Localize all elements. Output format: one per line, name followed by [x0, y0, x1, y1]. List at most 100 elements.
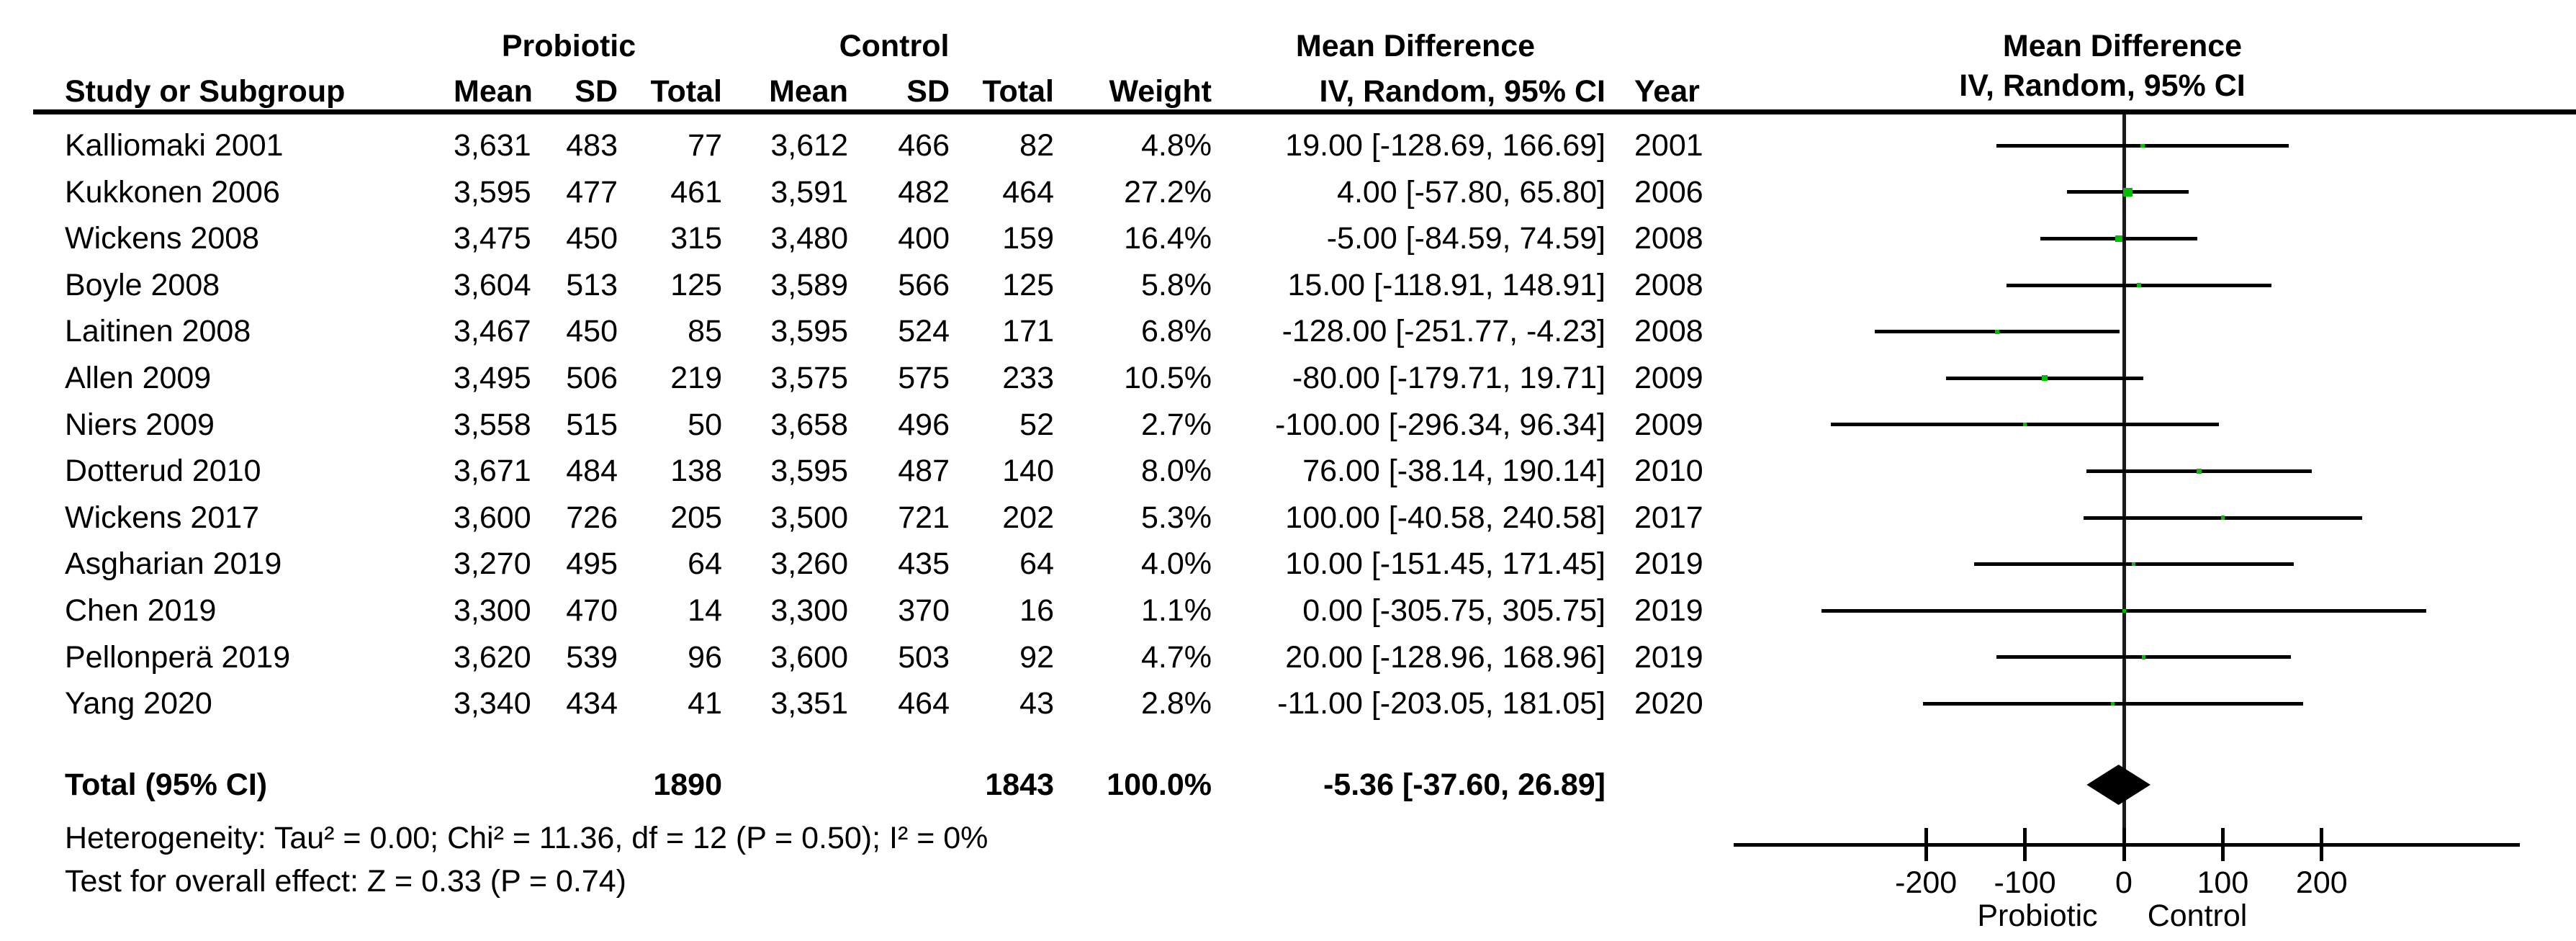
effect-marker: [2023, 423, 2027, 427]
total-probiotic-n: 1890: [653, 767, 722, 802]
cell-study: Chen 2019: [65, 593, 217, 628]
plot-header-ci: IV, Random, 95% CI: [1959, 68, 2246, 103]
summary-diamond: [2086, 765, 2151, 805]
cell-year: 2008: [1634, 221, 1703, 256]
cell-sd-probiotic: 477: [566, 174, 618, 210]
group-header-mean-difference: Mean Difference: [1295, 29, 1536, 63]
cell-year: 2001: [1634, 128, 1703, 163]
cell-sd-control: 721: [898, 500, 950, 535]
axis-tick: [2220, 828, 2225, 861]
cell-total-probiotic: 125: [670, 267, 722, 302]
cell-mean-probiotic: 3,671: [454, 454, 531, 489]
cell-sd-control: 400: [898, 221, 950, 256]
cell-total-probiotic: 96: [688, 639, 722, 675]
cell-weight: 8.0%: [1140, 454, 1212, 489]
cell-ci: 0.00 [-305.75, 305.75]: [1302, 593, 1606, 628]
col-header-year: Year: [1634, 74, 1700, 109]
cell-sd-probiotic: 434: [566, 686, 618, 721]
cell-study: Allen 2009: [65, 361, 212, 395]
cell-sd-probiotic: 470: [566, 593, 618, 628]
cell-sd-probiotic: 495: [566, 546, 618, 582]
heterogeneity-note: Heterogeneity: Tau² = 0.00; Chi² = 11.36…: [65, 821, 988, 855]
col-header-sd-control: SD: [906, 74, 950, 109]
cell-total-control: 202: [1002, 500, 1054, 535]
cell-sd-probiotic: 450: [566, 314, 618, 349]
cell-total-control: 171: [1002, 314, 1054, 349]
cell-mean-probiotic: 3,604: [454, 267, 531, 302]
cell-weight: 4.0%: [1140, 546, 1212, 582]
cell-mean-control: 3,595: [770, 454, 848, 489]
total-control-n: 1843: [985, 767, 1054, 802]
col-header-sd-probiotic: SD: [575, 74, 618, 109]
cell-study: Boyle 2008: [65, 267, 220, 302]
cell-sd-probiotic: 483: [566, 128, 618, 163]
cell-sd-control: 487: [898, 454, 950, 489]
cell-year: 2008: [1634, 314, 1703, 349]
cell-total-control: 140: [1002, 454, 1054, 489]
cell-mean-control: 3,300: [770, 593, 848, 628]
cell-ci: -11.00 [-203.05, 181.05]: [1277, 686, 1606, 721]
cell-weight: 2.7%: [1140, 407, 1212, 442]
cell-mean-probiotic: 3,467: [454, 314, 531, 349]
effect-marker: [2220, 515, 2225, 520]
cell-year: 2019: [1634, 546, 1703, 582]
cell-total-probiotic: 50: [688, 407, 722, 442]
cell-mean-control: 3,351: [770, 686, 848, 721]
cell-sd-control: 482: [898, 174, 950, 210]
cell-mean-probiotic: 3,631: [454, 128, 531, 163]
cell-total-probiotic: 85: [688, 314, 722, 349]
effect-marker: [2196, 469, 2202, 474]
cell-total-control: 52: [1019, 407, 1054, 442]
effect-marker: [2122, 608, 2126, 613]
header-rule: [33, 109, 2576, 114]
cell-mean-control: 3,260: [770, 546, 848, 582]
col-header-ci: IV, Random, 95% CI: [1319, 74, 1606, 109]
cell-sd-probiotic: 539: [566, 639, 618, 675]
cell-sd-control: 370: [898, 593, 950, 628]
effect-marker: [2136, 283, 2141, 288]
cell-study: Dotterud 2010: [65, 454, 261, 489]
cell-mean-control: 3,658: [770, 407, 848, 442]
cell-total-control: 82: [1019, 128, 1054, 163]
cell-total-control: 233: [1002, 361, 1054, 395]
cell-weight: 16.4%: [1124, 221, 1212, 256]
cell-sd-control: 524: [898, 314, 950, 349]
effect-marker: [1994, 329, 2000, 334]
cell-mean-probiotic: 3,270: [454, 546, 531, 582]
cell-study: Laitinen 2008: [65, 314, 251, 349]
axis-tick-label: 200: [2295, 865, 2348, 900]
cell-total-probiotic: 14: [688, 593, 722, 628]
cell-ci: 10.00 [-151.45, 171.45]: [1285, 546, 1606, 582]
table-row: Boyle 2008 3,604 513 125 3,589 566 125 5.8% 15.0…: [65, 262, 1728, 309]
cell-mean-control: 3,480: [770, 221, 848, 256]
cell-total-probiotic: 138: [670, 454, 722, 489]
cell-year: 2017: [1634, 500, 1703, 535]
cell-sd-probiotic: 450: [566, 221, 618, 256]
axis-tick-label: -100: [1994, 865, 2056, 900]
cell-year: 2006: [1634, 174, 1703, 210]
cell-mean-control: 3,589: [770, 267, 848, 302]
table-row: Dotterud 2010 3,671 484 138 3,595 487 140 8.0% 7…: [65, 448, 1728, 495]
cell-ci: 15.00 [-118.91, 148.91]: [1287, 267, 1606, 302]
cell-total-control: 92: [1019, 639, 1054, 675]
cell-ci: 19.00 [-128.69, 166.69]: [1285, 128, 1606, 163]
cell-weight: 4.7%: [1140, 639, 1212, 675]
cell-sd-control: 466: [898, 128, 950, 163]
effect-marker: [2132, 562, 2136, 567]
axis-tick: [1924, 828, 1928, 861]
cell-weight: 1.1%: [1140, 593, 1212, 628]
cell-mean-control: 3,591: [770, 174, 848, 210]
cell-sd-probiotic: 513: [566, 267, 618, 302]
cell-total-probiotic: 77: [688, 128, 722, 163]
table-row: Kukkonen 2006 3,595 477 461 3,591 482 464 27.2%…: [65, 169, 1728, 216]
cell-mean-control: 3,500: [770, 500, 848, 535]
cell-sd-control: 575: [898, 361, 950, 395]
axis-tick-label: 0: [2115, 865, 2133, 900]
cell-sd-control: 566: [898, 267, 950, 302]
axis-tick-label: 100: [2197, 865, 2249, 900]
effect-marker: [2140, 143, 2145, 148]
cell-total-probiotic: 205: [670, 500, 722, 535]
cell-ci: -100.00 [-296.34, 96.34]: [1274, 407, 1606, 442]
cell-year: 2009: [1634, 361, 1703, 395]
table-row: Niers 2009 3,558 515 50 3,658 496 52 2.7% -100.0…: [65, 402, 1728, 449]
